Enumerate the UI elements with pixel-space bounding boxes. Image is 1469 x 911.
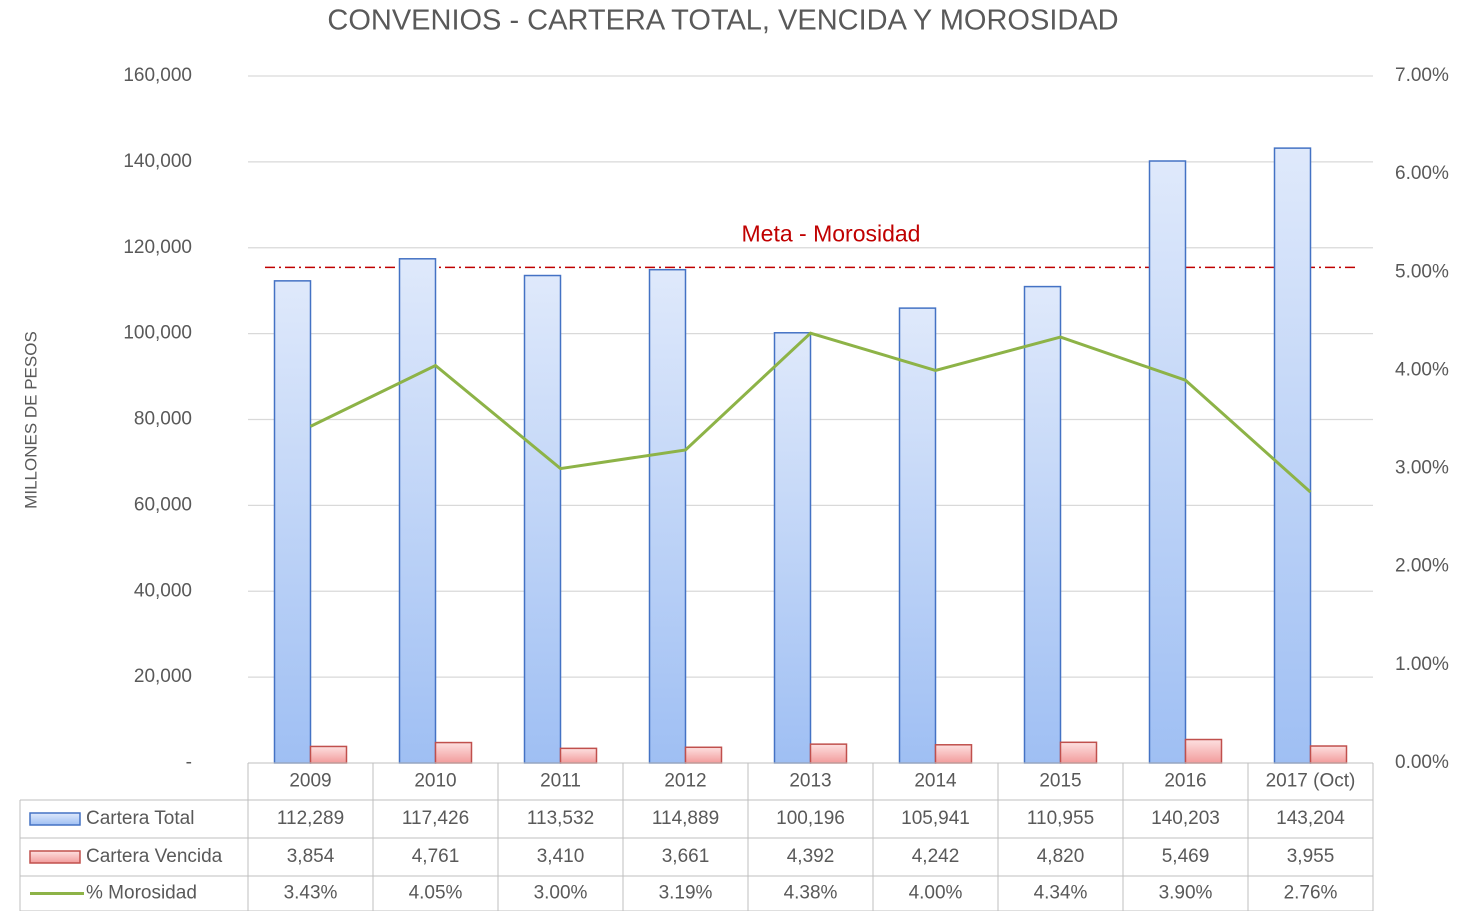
y2-tick-label: 0.00% — [1395, 752, 1449, 773]
x-tick-label: 2009 — [289, 771, 331, 792]
y2-tick-label: 7.00% — [1395, 65, 1449, 86]
table-cell: 4.38% — [784, 883, 838, 904]
bar — [434, 741, 473, 764]
table-cell: 4,242 — [912, 846, 960, 867]
y-tick-label: 160,000 — [123, 65, 192, 86]
table-cell: 3.00% — [534, 883, 588, 904]
x-tick-label: 2013 — [789, 771, 831, 792]
table-cell: 110,955 — [1027, 808, 1094, 829]
bar — [1148, 160, 1187, 764]
bar — [1059, 741, 1098, 764]
table-cell: 4,761 — [412, 846, 460, 867]
legend-key — [29, 850, 81, 864]
bar — [398, 258, 437, 764]
x-tick-label: 2015 — [1039, 771, 1081, 792]
x-tick-label: 2017 (Oct) — [1266, 771, 1356, 792]
x-tick-label: 2016 — [1164, 771, 1206, 792]
bar — [648, 268, 687, 764]
y2-tick-label: 5.00% — [1395, 261, 1449, 282]
table-cell: 114,889 — [652, 808, 719, 829]
bar — [1023, 285, 1062, 764]
y-tick-label: 120,000 — [123, 237, 192, 258]
table-cell: 3,410 — [537, 846, 585, 867]
table-cell: 4.00% — [909, 883, 963, 904]
line — [309, 331, 1312, 494]
table-cell: 140,203 — [1151, 808, 1220, 829]
chart-title: CONVENIOS - CARTERA TOTAL, VENCIDA Y MOR… — [327, 5, 1118, 37]
bar — [309, 745, 348, 764]
bar — [1184, 738, 1223, 764]
y-tick-label: 80,000 — [134, 409, 192, 430]
table-cell: 5,469 — [1162, 846, 1210, 867]
table-cell: 4,392 — [787, 846, 835, 867]
table-cell: 3.90% — [1159, 883, 1213, 904]
legend-label: Cartera Total — [86, 808, 194, 829]
bar — [1309, 745, 1348, 764]
legend-label: Cartera Vencida — [86, 846, 223, 867]
y-tick-label: 60,000 — [134, 494, 192, 515]
y-tick-label: 20,000 — [134, 666, 192, 687]
bar — [1273, 147, 1312, 764]
table-cell: 143,204 — [1276, 808, 1345, 829]
x-tick-label: 2010 — [414, 771, 456, 792]
bar — [773, 332, 812, 764]
table-cell: 112,289 — [277, 808, 344, 829]
y-tick-label: 100,000 — [123, 323, 192, 344]
table-cell: 113,532 — [527, 808, 594, 829]
bar — [684, 746, 723, 764]
legend-label: % Morosidad — [86, 883, 197, 904]
table-cell: 100,196 — [776, 808, 845, 829]
table-cell: 105,941 — [901, 808, 970, 829]
bar — [273, 280, 312, 764]
y2-tick-label: 4.00% — [1395, 359, 1449, 380]
y-tick-label: - — [186, 752, 192, 773]
table-cell: 3.19% — [659, 883, 713, 904]
bar — [523, 274, 562, 764]
table-cell: 3,854 — [287, 846, 335, 867]
x-tick-label: 2014 — [914, 771, 957, 792]
table-cell: 4,820 — [1037, 846, 1085, 867]
table-cell: 117,426 — [402, 808, 469, 829]
y2-tick-label: 1.00% — [1395, 654, 1449, 675]
y-axis-label: MILLONES DE PESOS — [21, 331, 40, 509]
x-tick-label: 2012 — [664, 771, 706, 792]
y2-tick-label: 6.00% — [1395, 163, 1449, 184]
table-cell: 3.43% — [284, 883, 338, 904]
y-tick-label: 40,000 — [134, 580, 192, 601]
bar — [898, 307, 937, 764]
table-cell: 4.05% — [409, 883, 463, 904]
legend-key — [29, 812, 81, 826]
bar — [934, 744, 973, 764]
table-cell: 2.76% — [1284, 883, 1338, 904]
y-tick-label: 140,000 — [123, 151, 192, 172]
table-cell: 3,661 — [662, 846, 710, 867]
bar — [809, 743, 848, 764]
table-cell: 4.34% — [1034, 883, 1088, 904]
x-tick-label: 2011 — [540, 771, 581, 792]
y2-tick-label: 2.00% — [1395, 556, 1449, 577]
y2-tick-label: 3.00% — [1395, 458, 1449, 479]
table-cell: 3,955 — [1287, 846, 1335, 867]
target-label: Meta - Morosidad — [742, 220, 921, 246]
bar — [559, 747, 598, 764]
